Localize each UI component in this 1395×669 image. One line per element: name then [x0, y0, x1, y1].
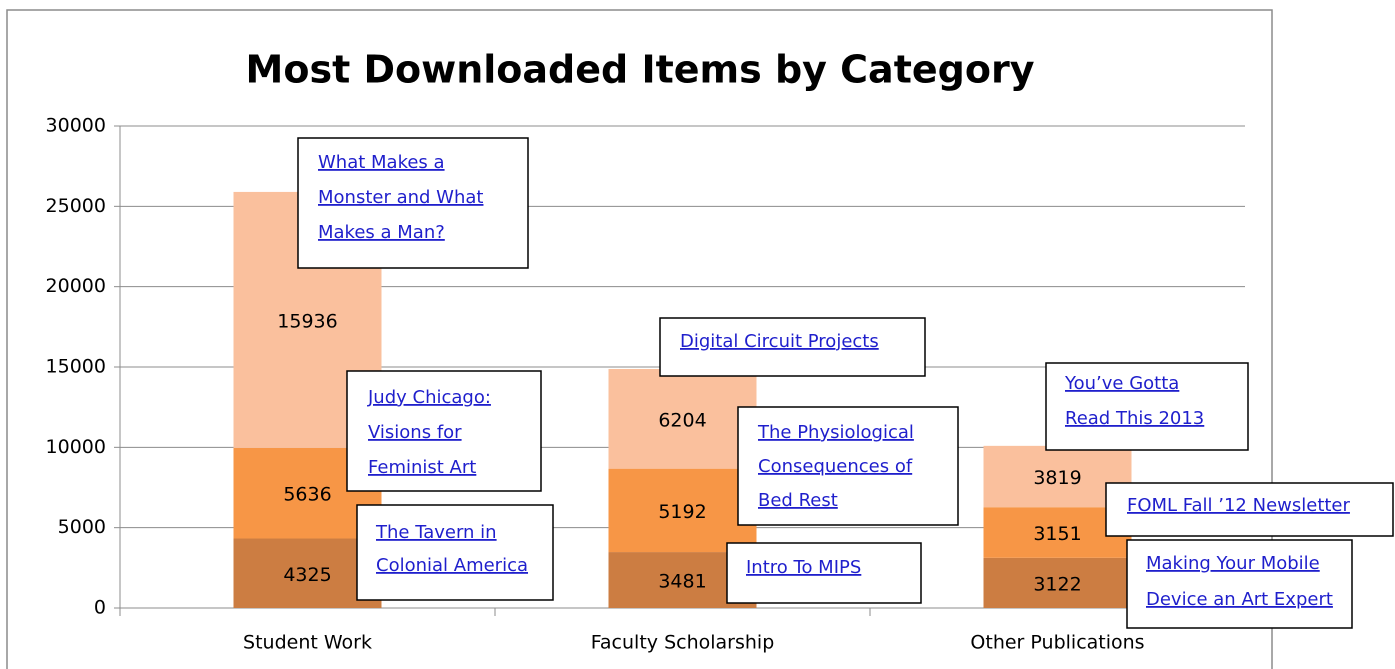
- value-label: 6204: [658, 409, 706, 431]
- annotation-link[interactable]: Monster and What: [318, 187, 483, 208]
- annotation-box: [356, 504, 554, 601]
- y-tick-label: 10000: [46, 436, 106, 458]
- bar-segment: [608, 368, 757, 469]
- annotation-box: [1105, 482, 1394, 537]
- value-label: 3819: [1033, 467, 1081, 489]
- annotation-link[interactable]: Makes a Man?: [318, 222, 445, 243]
- annotation-box: [726, 542, 922, 604]
- annotation-box: [737, 406, 959, 526]
- annotation-box: [659, 317, 926, 377]
- annotation-box: [1126, 539, 1353, 629]
- annotation-link[interactable]: Bed Rest: [758, 490, 838, 511]
- value-label: 15936: [277, 310, 337, 332]
- annotation-box: [1045, 362, 1249, 451]
- x-tick-label: Student Work: [243, 632, 372, 654]
- y-tick-label: 25000: [46, 195, 106, 217]
- annotation-box: [346, 370, 542, 492]
- value-label: 3122: [1033, 573, 1081, 595]
- y-tick-label: 0: [94, 597, 106, 619]
- y-tick-label: 20000: [46, 275, 106, 297]
- annotation-link[interactable]: You’ve Gotta: [1064, 373, 1179, 394]
- annotation-link[interactable]: Digital Circuit Projects: [680, 331, 879, 352]
- annotation-link[interactable]: Intro To MIPS: [746, 557, 861, 578]
- value-label: 3151: [1033, 523, 1081, 545]
- bar-segment: [608, 468, 757, 553]
- value-label: 4325: [283, 564, 331, 586]
- annotation-link[interactable]: Feminist Art: [368, 457, 476, 478]
- value-label: 5636: [283, 484, 331, 506]
- annotation-link[interactable]: Read This 2013: [1065, 408, 1204, 429]
- y-tick-label: 15000: [46, 356, 106, 378]
- bar-segment: [983, 557, 1132, 608]
- annotation-link[interactable]: Making Your Mobile: [1146, 553, 1320, 574]
- annotation-box: [297, 137, 529, 269]
- annotation-link[interactable]: What Makes a: [318, 152, 445, 173]
- value-label: 5192: [658, 501, 706, 523]
- value-label: 3481: [658, 571, 706, 593]
- annotation-link[interactable]: The Tavern in: [375, 522, 497, 543]
- annotation-link[interactable]: Device an Art Expert: [1146, 589, 1333, 610]
- y-tick-label: 30000: [46, 115, 106, 137]
- annotation-link[interactable]: FOML Fall ’12 Newsletter: [1127, 495, 1351, 516]
- annotation-link[interactable]: Consequences of: [758, 456, 913, 477]
- annotation-link[interactable]: Visions for: [368, 422, 462, 443]
- annotation-link[interactable]: The Physiological: [757, 422, 914, 443]
- y-tick-label: 5000: [58, 516, 106, 538]
- annotation-link[interactable]: Judy Chicago:: [367, 387, 491, 408]
- x-tick-label: Other Publications: [970, 632, 1144, 654]
- x-tick-label: Faculty Scholarship: [591, 632, 775, 654]
- chart-title: Most Downloaded Items by Category: [246, 48, 1035, 92]
- annotation-link[interactable]: Colonial America: [376, 555, 528, 576]
